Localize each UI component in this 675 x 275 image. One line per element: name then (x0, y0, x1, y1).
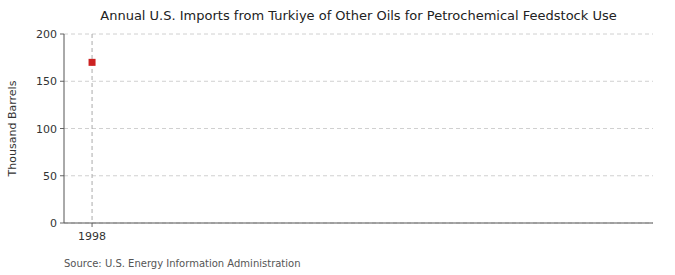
x-axis (64, 223, 653, 224)
y-tick-label: 50 (43, 170, 57, 183)
grid-line (64, 128, 653, 129)
y-tick (60, 34, 64, 35)
grid-line (64, 81, 653, 82)
y-tick (60, 81, 64, 82)
y-axis (64, 34, 65, 223)
y-tick (60, 128, 64, 129)
points (89, 59, 96, 66)
y-tick-label: 150 (36, 75, 57, 88)
source-note: Source: U.S. Energy Information Administ… (64, 258, 301, 269)
y-tick-label: 200 (36, 28, 57, 41)
y-tick-label: 100 (36, 123, 57, 136)
y-tick (60, 223, 64, 224)
grid-line (64, 34, 653, 35)
y-axis-label: Thousand Barrels (6, 80, 19, 177)
point (89, 59, 96, 66)
grid-line (64, 223, 653, 224)
y-tick (60, 175, 64, 176)
x-tick (92, 223, 93, 227)
x-tick-label: 1998 (78, 230, 106, 243)
chart-container: 0 50 100 150 200 1998 Annual U.S. Imports from… (0, 0, 675, 275)
y-tick-label: 0 (50, 217, 57, 230)
title: Annual U.S. Imports from Turkiye of Othe… (100, 8, 616, 23)
grid-line (64, 175, 653, 176)
chart: 0 50 100 150 200 1998 Annual U.S. Imports from… (0, 0, 675, 275)
